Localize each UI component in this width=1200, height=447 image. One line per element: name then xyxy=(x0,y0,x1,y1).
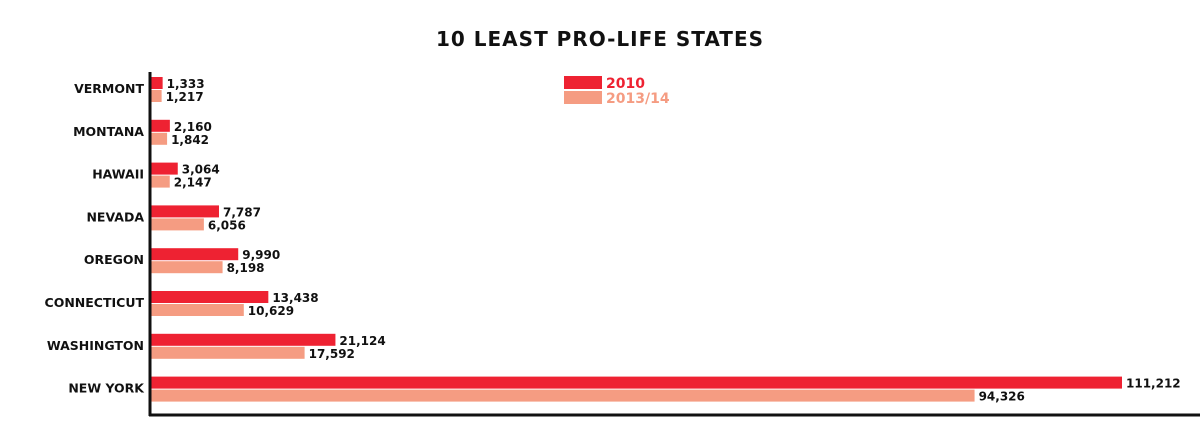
category-label-nevada: NEVADA xyxy=(86,209,144,224)
category-label-vermont: VERMONT xyxy=(74,81,144,96)
bar-montana-2013-14 xyxy=(151,132,168,145)
category-label-new-york: NEW YORK xyxy=(68,381,145,396)
bar-vermont-2010 xyxy=(151,77,163,89)
bar-new-york-2013-14 xyxy=(151,389,975,402)
bar-oregon-2013-14 xyxy=(151,261,223,274)
data-label-hawaii-2013-14: 2,147 xyxy=(174,176,212,190)
bar-vermont-2013-14 xyxy=(151,90,162,102)
bar-connecticut-2010 xyxy=(151,291,269,303)
bar-nevada-2010 xyxy=(151,205,219,218)
category-labels: VERMONT MONTANA HAWAII NEVADA OREGON CONNECTI… xyxy=(45,81,146,396)
legend-swatch-2010 xyxy=(564,76,602,89)
category-label-washington: WASHINGTON xyxy=(47,338,144,353)
data-label-washington-2010: 21,124 xyxy=(339,334,385,348)
bar-connecticut-2013-14 xyxy=(151,304,244,316)
data-label-montana-2010: 2,160 xyxy=(174,120,212,134)
category-label-montana: MONTANA xyxy=(73,124,144,139)
data-label-washington-2013-14: 17,592 xyxy=(309,347,355,361)
bar-hawaii-2010 xyxy=(151,162,178,175)
category-label-oregon: OREGON xyxy=(84,252,144,267)
chart-title: 10 LEAST PRO-LIFE STATES xyxy=(436,27,764,51)
bar-washington-2013-14 xyxy=(151,346,305,359)
data-label-oregon-2010: 9,990 xyxy=(242,248,280,262)
bar-oregon-2010 xyxy=(151,248,239,261)
category-label-hawaii: HAWAII xyxy=(92,167,144,182)
bar-washington-2010 xyxy=(151,333,336,346)
bar-nevada-2013-14 xyxy=(151,218,204,231)
legend: 2010 2013/14 xyxy=(564,76,670,107)
legend-label-2010: 2010 xyxy=(606,76,645,92)
data-label-hawaii-2010: 3,064 xyxy=(182,163,220,177)
category-label-connecticut: CONNECTICUT xyxy=(45,295,145,310)
data-label-vermont-2010: 1,333 xyxy=(167,77,205,91)
bar-hawaii-2013-14 xyxy=(151,175,170,188)
data-label-connecticut-2013-14: 10,629 xyxy=(248,304,294,318)
bar-new-york-2010 xyxy=(151,376,1122,389)
data-label-connecticut-2010: 13,438 xyxy=(272,291,318,305)
data-label-new-york-2013-14: 94,326 xyxy=(979,390,1025,404)
legend-swatch-2013-14 xyxy=(564,91,602,104)
data-label-new-york-2010: 111,212 xyxy=(1126,377,1181,391)
data-label-vermont-2013-14: 1,217 xyxy=(166,90,204,104)
data-label-nevada-2010: 7,787 xyxy=(223,205,261,219)
bar-montana-2010 xyxy=(151,119,170,132)
legend-label-2013-14: 2013/14 xyxy=(606,91,670,107)
data-label-nevada-2013-14: 6,056 xyxy=(208,218,246,232)
bars xyxy=(151,77,1122,402)
data-label-montana-2013-14: 1,842 xyxy=(171,133,209,147)
data-label-oregon-2013-14: 8,198 xyxy=(227,261,265,275)
